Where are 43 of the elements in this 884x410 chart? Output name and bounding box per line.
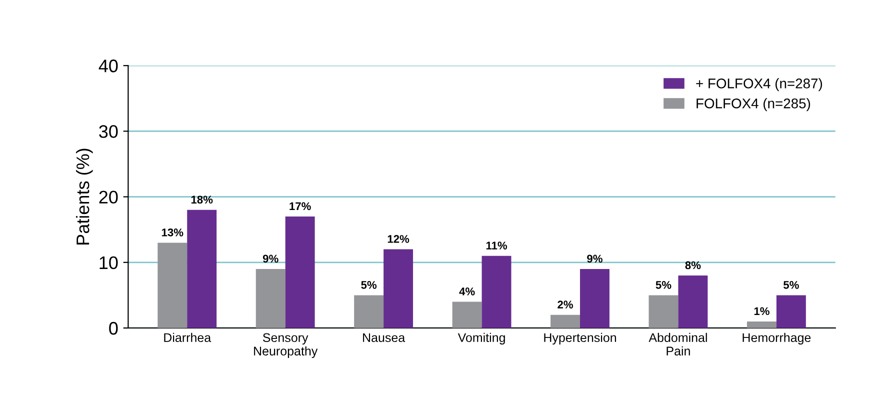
data-label: 9% [587, 254, 602, 263]
x-tick-label: Diarrhea [164, 332, 212, 342]
bar [354, 295, 384, 328]
data-label: 4% [459, 288, 475, 296]
y-tick-label: 30 [99, 125, 118, 138]
y-tick-label: 10 [100, 256, 118, 270]
data-label: 18% [191, 196, 213, 204]
x-tick-label: Sensory Neuropathy [254, 333, 318, 358]
bar [452, 302, 482, 328]
x-tick-label: Hemorrhage [742, 332, 811, 345]
y-tick-label: 0 [109, 322, 118, 335]
data-label: 8% [685, 261, 701, 270]
data-label: 12% [388, 235, 410, 243]
data-label: 17% [290, 202, 311, 210]
bar [776, 295, 806, 328]
data-label: 5% [783, 280, 799, 289]
bar [678, 276, 708, 328]
data-label: 13% [162, 228, 184, 236]
bar [256, 268, 286, 328]
bar [746, 321, 776, 328]
data-label: 9% [262, 254, 278, 263]
bar [648, 295, 678, 328]
legend-label: FOLFOX4 (n=285) [696, 98, 810, 112]
y-axis-title: Patients (%) [76, 148, 93, 244]
bar [187, 210, 217, 328]
data-label: 1% [754, 307, 770, 316]
bar [482, 256, 512, 328]
bar [285, 216, 315, 328]
bar [158, 242, 188, 328]
x-tick-label: Vomiting [458, 332, 505, 345]
x-tick-label: Hypertension [544, 332, 616, 345]
bar [384, 249, 414, 328]
y-tick-label: 40 [98, 60, 118, 72]
bar [550, 314, 580, 328]
data-label: 2% [558, 300, 574, 308]
data-label: 5% [361, 280, 377, 289]
data-label: 11% [486, 242, 508, 250]
legend-label: + FOLFOX4 (n=287) [696, 78, 822, 92]
x-tick-label: Nausea [363, 333, 406, 342]
data-label: 5% [656, 280, 672, 289]
bar [580, 268, 610, 328]
x-tick-label: Abdominal Pain [648, 332, 707, 356]
y-tick-label: 20 [99, 190, 118, 204]
